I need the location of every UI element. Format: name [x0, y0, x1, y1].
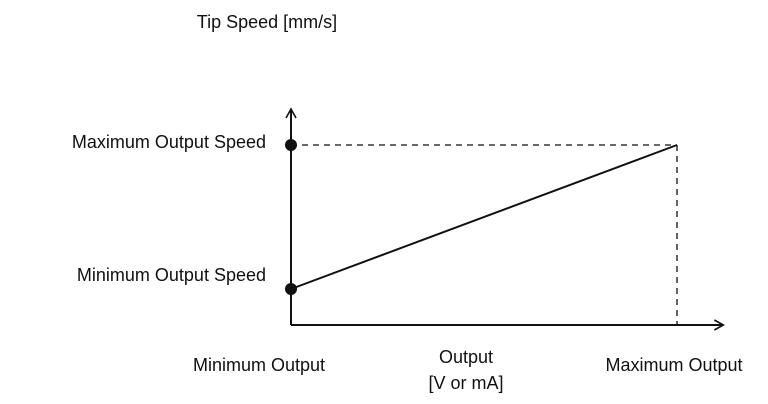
min-speed-dot — [285, 283, 297, 295]
y-tick-label-min: Minimum Output Speed — [77, 265, 266, 285]
x-tick-label-min: Minimum Output — [193, 355, 325, 375]
speed-output-line — [290, 144, 678, 290]
y-axis-title: Tip Speed [mm/s] — [197, 12, 337, 32]
x-axis-title-line-2: [V or mA] — [428, 373, 503, 393]
x-axis-title-line-1: Output — [439, 347, 493, 367]
y-tick-label-max: Maximum Output Speed — [72, 132, 266, 152]
max-speed-dot — [285, 139, 297, 151]
x-tick-label-max: Maximum Output — [605, 355, 742, 375]
